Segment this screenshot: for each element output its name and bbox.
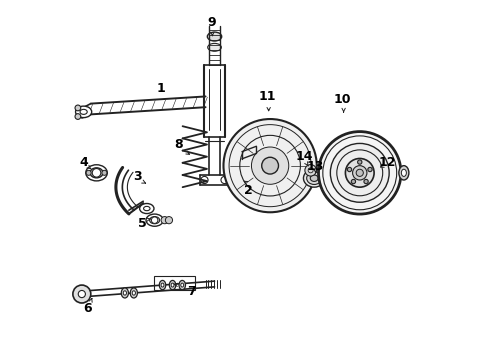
Ellipse shape <box>207 32 221 41</box>
Text: 9: 9 <box>207 17 216 30</box>
Ellipse shape <box>90 168 103 178</box>
Circle shape <box>356 169 364 176</box>
Ellipse shape <box>310 175 318 181</box>
Ellipse shape <box>181 283 184 287</box>
Ellipse shape <box>303 169 325 187</box>
Circle shape <box>345 158 374 187</box>
Circle shape <box>92 168 101 177</box>
Text: 1: 1 <box>156 82 165 95</box>
Ellipse shape <box>140 203 154 213</box>
Circle shape <box>240 174 253 186</box>
Text: 10: 10 <box>334 93 351 106</box>
Circle shape <box>86 170 91 175</box>
Ellipse shape <box>401 169 406 176</box>
Circle shape <box>73 285 91 303</box>
Circle shape <box>166 217 172 224</box>
Text: 11: 11 <box>259 90 276 103</box>
Text: 3: 3 <box>133 170 142 183</box>
Circle shape <box>347 167 352 172</box>
Circle shape <box>151 217 158 224</box>
Ellipse shape <box>171 283 174 287</box>
Text: 13: 13 <box>307 160 324 173</box>
Text: 2: 2 <box>244 184 253 197</box>
Ellipse shape <box>159 280 166 290</box>
Text: 6: 6 <box>84 302 92 315</box>
Circle shape <box>251 147 289 184</box>
Circle shape <box>161 217 168 224</box>
Circle shape <box>75 105 81 111</box>
Text: 4: 4 <box>79 156 88 168</box>
Text: 5: 5 <box>138 217 147 230</box>
Circle shape <box>223 119 317 212</box>
Circle shape <box>102 170 107 175</box>
Circle shape <box>75 114 81 120</box>
Circle shape <box>330 143 389 202</box>
Circle shape <box>364 179 368 184</box>
Circle shape <box>305 165 317 176</box>
Ellipse shape <box>179 280 186 290</box>
Ellipse shape <box>170 280 176 290</box>
Text: 7: 7 <box>188 285 196 298</box>
Ellipse shape <box>208 43 221 51</box>
Ellipse shape <box>132 291 135 295</box>
Ellipse shape <box>399 166 409 180</box>
Circle shape <box>358 160 362 164</box>
Ellipse shape <box>75 106 92 118</box>
Ellipse shape <box>86 165 107 181</box>
Text: 14: 14 <box>295 150 313 163</box>
Ellipse shape <box>146 214 163 226</box>
Ellipse shape <box>122 288 128 298</box>
Text: 8: 8 <box>174 138 183 151</box>
Circle shape <box>368 167 372 172</box>
Circle shape <box>201 176 208 184</box>
Circle shape <box>353 166 367 180</box>
Ellipse shape <box>130 288 137 298</box>
Ellipse shape <box>149 217 160 224</box>
Circle shape <box>262 157 278 174</box>
Circle shape <box>318 132 401 214</box>
Text: 12: 12 <box>379 156 396 169</box>
Circle shape <box>351 179 356 184</box>
Ellipse shape <box>123 291 126 295</box>
Circle shape <box>78 291 85 298</box>
Ellipse shape <box>307 172 322 184</box>
Ellipse shape <box>161 283 164 287</box>
Circle shape <box>221 176 228 184</box>
